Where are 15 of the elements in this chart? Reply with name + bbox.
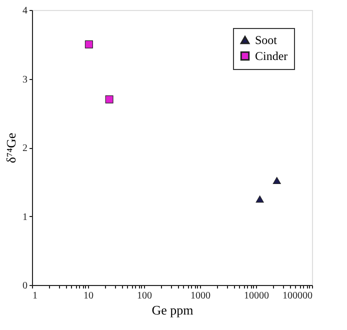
y-tick-label: 0 — [22, 280, 28, 292]
x-tick-label: 10000 — [244, 290, 269, 302]
legend-label: Cinder — [255, 49, 288, 63]
x-tick-label: 1 — [32, 290, 38, 302]
legend-label: Soot — [255, 33, 278, 47]
y-tick-label: 4 — [22, 6, 28, 16]
x-tick-label: 10 — [84, 290, 94, 302]
x-axis-title: Ge ppm — [152, 302, 194, 318]
x-tick-label: 1000 — [190, 290, 210, 302]
y-tick-label: 1 — [22, 212, 28, 223]
x-tick-label: 100000 — [282, 290, 312, 302]
x-tick-label: 100 — [137, 290, 152, 302]
y-tick-label: 2 — [22, 143, 28, 154]
y-axis-title: δ⁷⁴Ge — [4, 132, 18, 164]
y-tick-label: 3 — [22, 74, 28, 86]
